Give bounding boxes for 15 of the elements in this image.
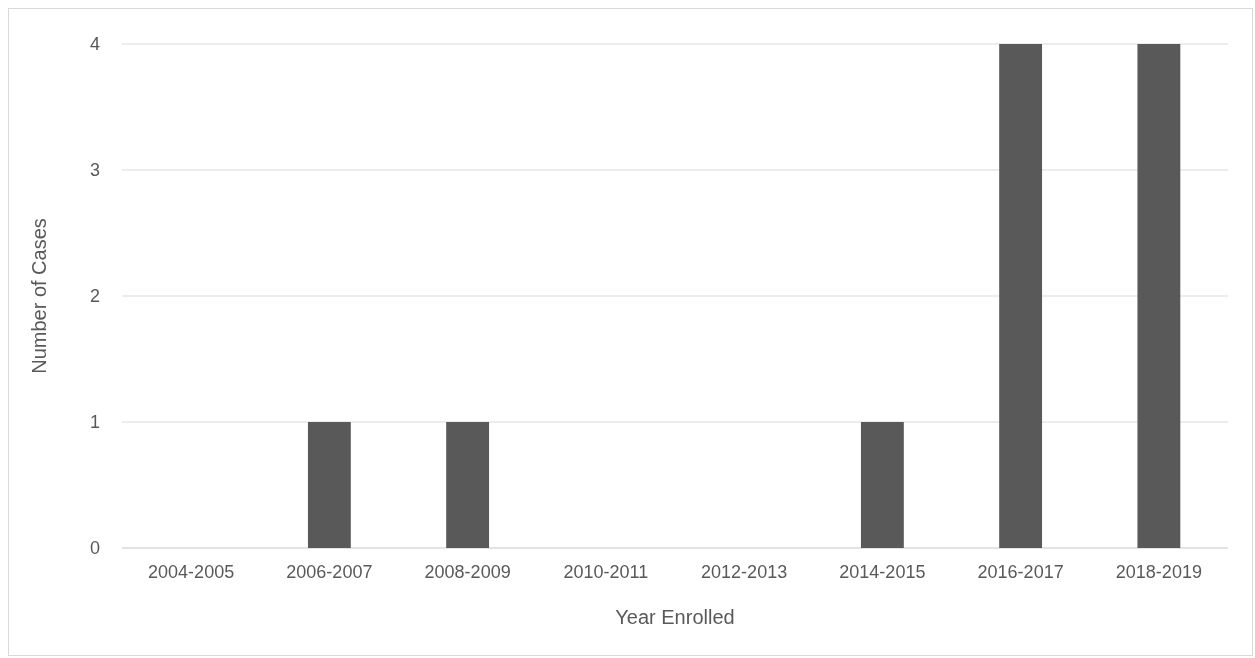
x-tick-label: 2008-2009 xyxy=(424,562,511,582)
y-tick-label: 4 xyxy=(89,34,100,55)
y-tick-label: 2 xyxy=(89,286,100,307)
y-tick-label: 1 xyxy=(89,412,100,433)
x-tick-label: 2004-2005 xyxy=(148,562,235,582)
x-tick-label: 2014-2015 xyxy=(839,562,926,582)
y-tick-label: 3 xyxy=(89,160,100,181)
y-axis-title: Number of Cases xyxy=(28,218,50,374)
x-tick-label: 2016-2017 xyxy=(977,562,1064,582)
x-axis-title: Year Enrolled xyxy=(615,606,735,628)
x-tick-label: 2018-2019 xyxy=(1115,562,1202,582)
y-tick-label: 0 xyxy=(89,538,100,559)
x-tick-label: 2006-2007 xyxy=(286,562,373,582)
x-tick-label: 2010-2011 xyxy=(563,562,649,582)
x-tick-label: 2012-2013 xyxy=(701,562,788,582)
